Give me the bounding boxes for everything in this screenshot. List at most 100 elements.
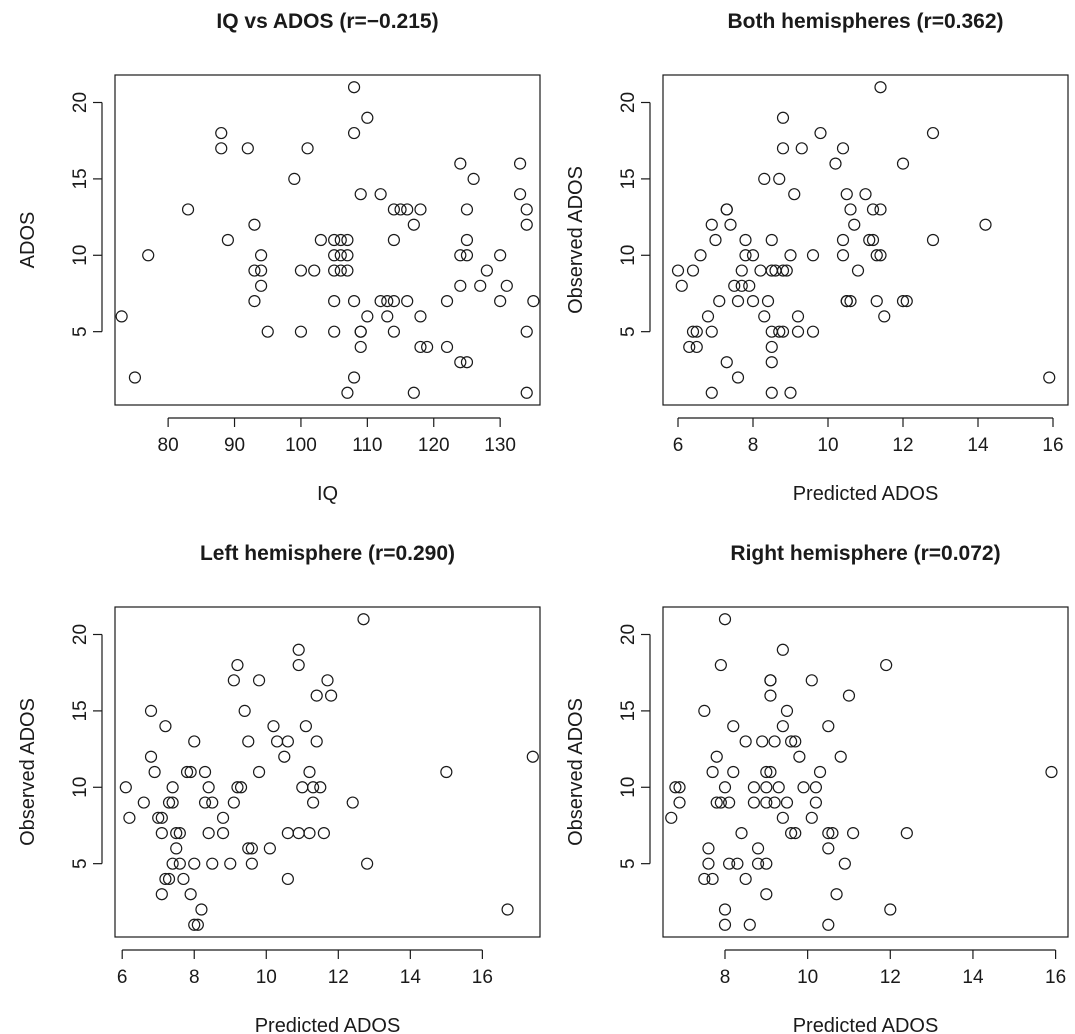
data-point bbox=[148, 765, 161, 779]
data-point bbox=[780, 796, 794, 809]
data-point bbox=[328, 295, 341, 308]
data-point bbox=[170, 842, 183, 855]
data-point bbox=[731, 295, 745, 308]
data-point bbox=[723, 857, 736, 870]
data-point bbox=[263, 842, 276, 855]
data-point bbox=[357, 613, 370, 626]
data-point bbox=[328, 233, 341, 247]
y-tick-label: 5 bbox=[618, 326, 639, 337]
data-point bbox=[754, 264, 767, 277]
data-point bbox=[520, 218, 533, 231]
x-tick-label: 120 bbox=[418, 435, 450, 456]
data-point bbox=[144, 704, 158, 717]
data-point bbox=[813, 765, 827, 779]
data-point bbox=[292, 827, 305, 840]
data-point bbox=[710, 750, 723, 763]
data-point bbox=[281, 827, 294, 840]
data-point bbox=[341, 249, 354, 262]
data-point bbox=[714, 658, 727, 672]
data-point bbox=[454, 157, 467, 170]
data-point bbox=[859, 188, 872, 201]
data-point bbox=[896, 157, 910, 170]
data-point bbox=[848, 218, 861, 231]
data-point bbox=[751, 857, 765, 870]
data-point bbox=[785, 827, 798, 840]
data-point bbox=[414, 310, 427, 323]
data-point bbox=[254, 264, 268, 277]
data-point bbox=[735, 827, 748, 840]
data-point bbox=[460, 249, 474, 262]
data-point bbox=[880, 658, 893, 672]
data-point bbox=[460, 233, 474, 247]
data-point bbox=[896, 295, 910, 308]
y-tick-label: 15 bbox=[618, 700, 639, 721]
data-point bbox=[520, 386, 533, 399]
data-point bbox=[701, 310, 715, 323]
data-point bbox=[758, 310, 771, 323]
data-point bbox=[884, 903, 897, 916]
data-point bbox=[231, 781, 244, 794]
data-point bbox=[773, 325, 786, 338]
data-point bbox=[686, 264, 700, 277]
data-point bbox=[347, 371, 361, 384]
data-point bbox=[788, 188, 801, 201]
x-axis-label: IQ bbox=[317, 483, 338, 505]
x-tick-label: 10 bbox=[256, 967, 277, 988]
data-point bbox=[806, 249, 820, 262]
data-point bbox=[690, 340, 703, 354]
x-tick-label: 12 bbox=[880, 967, 901, 988]
data-point bbox=[776, 811, 789, 824]
data-point bbox=[979, 218, 992, 231]
data-point bbox=[806, 325, 820, 338]
data-point bbox=[784, 386, 797, 399]
data-point bbox=[346, 796, 359, 809]
data-point bbox=[690, 325, 703, 338]
data-point bbox=[328, 249, 341, 262]
data-point bbox=[765, 340, 778, 354]
data-point bbox=[500, 279, 513, 292]
y-tick-label: 10 bbox=[618, 777, 639, 798]
y-tick-label: 5 bbox=[70, 858, 91, 869]
data-point bbox=[155, 827, 168, 840]
data-point bbox=[221, 233, 234, 247]
data-point bbox=[724, 218, 737, 231]
x-tick-label: 90 bbox=[224, 435, 245, 456]
data-point bbox=[328, 264, 341, 277]
data-point bbox=[814, 126, 827, 140]
data-point bbox=[281, 735, 294, 748]
data-point bbox=[123, 811, 136, 824]
y-tick-label: 10 bbox=[70, 245, 91, 266]
data-point bbox=[758, 172, 771, 185]
data-point bbox=[231, 658, 244, 672]
data-point bbox=[765, 233, 778, 247]
x-tick-label: 10 bbox=[817, 435, 838, 456]
data-point bbox=[705, 325, 718, 338]
data-point bbox=[731, 371, 745, 384]
data-point bbox=[152, 811, 165, 824]
data-point bbox=[494, 295, 507, 308]
data-point bbox=[780, 264, 793, 277]
data-point bbox=[467, 172, 480, 185]
data-point bbox=[746, 295, 760, 308]
data-point bbox=[381, 310, 394, 323]
x-tick-label: 12 bbox=[892, 435, 913, 456]
data-point bbox=[1045, 765, 1058, 779]
data-point bbox=[836, 233, 850, 247]
data-point bbox=[137, 796, 150, 809]
data-point bbox=[851, 264, 865, 277]
data-point bbox=[301, 142, 314, 155]
data-point bbox=[776, 142, 790, 155]
data-point bbox=[321, 674, 334, 687]
data-point bbox=[735, 279, 748, 292]
data-point bbox=[830, 888, 843, 901]
data-point bbox=[159, 720, 172, 733]
data-point bbox=[785, 735, 798, 748]
data-point bbox=[673, 781, 686, 794]
data-point bbox=[227, 674, 240, 687]
data-point bbox=[325, 689, 338, 702]
data-point bbox=[834, 750, 847, 763]
data-point bbox=[245, 857, 258, 870]
y-axis-label: Observed ADOS bbox=[565, 166, 587, 314]
data-point bbox=[206, 796, 219, 809]
data-point bbox=[341, 233, 354, 247]
